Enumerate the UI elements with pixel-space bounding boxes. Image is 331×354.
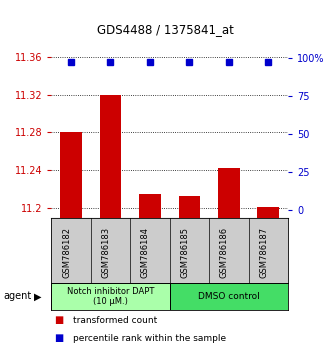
Bar bbox=[51, 283, 169, 310]
Text: GSM786183: GSM786183 bbox=[102, 227, 111, 278]
Text: DMSO control: DMSO control bbox=[198, 292, 260, 301]
Text: transformed count: transformed count bbox=[73, 316, 157, 325]
Bar bbox=[139, 194, 161, 218]
Text: ■: ■ bbox=[55, 315, 64, 325]
Text: ▶: ▶ bbox=[34, 291, 42, 302]
Text: percentile rank within the sample: percentile rank within the sample bbox=[73, 333, 226, 343]
Text: ■: ■ bbox=[55, 333, 64, 343]
Bar bbox=[169, 283, 288, 310]
Bar bbox=[218, 167, 240, 218]
Text: GDS4488 / 1375841_at: GDS4488 / 1375841_at bbox=[97, 23, 234, 36]
Text: agent: agent bbox=[3, 291, 31, 302]
Text: Notch inhibitor DAPT
(10 μM.): Notch inhibitor DAPT (10 μM.) bbox=[67, 287, 154, 306]
Bar bbox=[258, 207, 279, 218]
Bar bbox=[60, 132, 82, 218]
Text: GSM786187: GSM786187 bbox=[259, 227, 268, 278]
Bar bbox=[178, 196, 200, 218]
Text: GSM786182: GSM786182 bbox=[62, 227, 71, 278]
Text: GSM786186: GSM786186 bbox=[220, 227, 229, 278]
Bar bbox=[100, 95, 121, 218]
Text: GSM786185: GSM786185 bbox=[180, 227, 189, 278]
Text: GSM786184: GSM786184 bbox=[141, 227, 150, 278]
